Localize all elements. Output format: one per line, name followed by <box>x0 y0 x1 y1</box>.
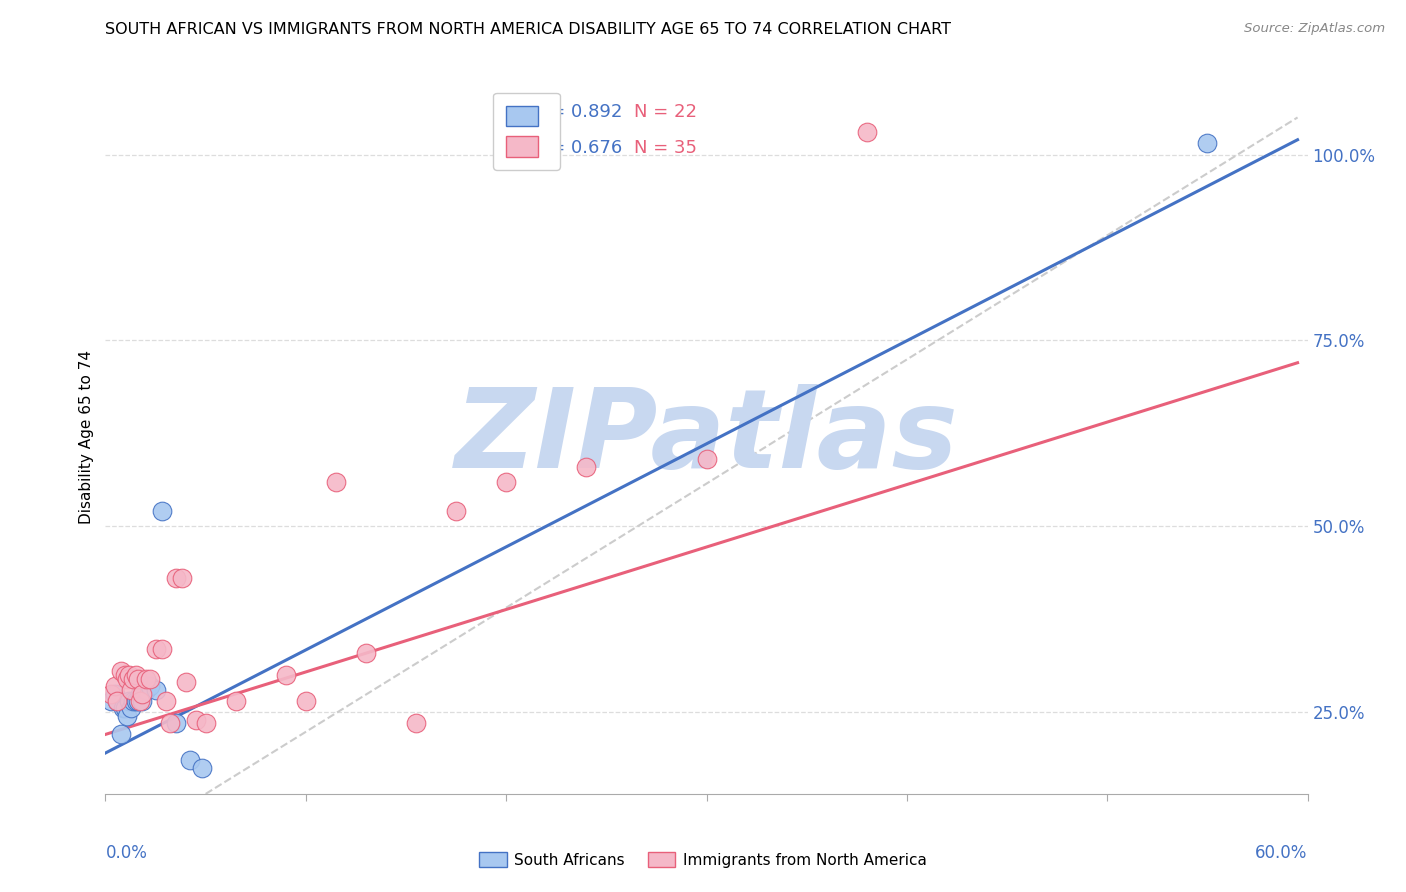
Y-axis label: Disability Age 65 to 74: Disability Age 65 to 74 <box>79 350 94 524</box>
Point <box>117 672 139 686</box>
Point <box>107 694 129 708</box>
Point <box>127 672 149 686</box>
Point <box>150 642 173 657</box>
Point <box>194 716 217 731</box>
Point <box>112 701 135 715</box>
Point <box>325 475 347 489</box>
Point <box>184 713 207 727</box>
Point <box>114 701 136 715</box>
Point <box>165 571 187 585</box>
Point <box>128 694 150 708</box>
Point <box>124 694 146 708</box>
Point <box>190 761 212 775</box>
Point <box>117 708 139 723</box>
Text: Source: ZipAtlas.com: Source: ZipAtlas.com <box>1244 22 1385 36</box>
Point <box>138 672 160 686</box>
Point <box>100 687 122 701</box>
Point <box>145 642 167 657</box>
Text: ZIPatlas: ZIPatlas <box>454 384 959 491</box>
Text: R = 0.676: R = 0.676 <box>533 139 623 157</box>
Point <box>179 753 201 767</box>
Text: SOUTH AFRICAN VS IMMIGRANTS FROM NORTH AMERICA DISABILITY AGE 65 TO 74 CORRELATI: SOUTH AFRICAN VS IMMIGRANTS FROM NORTH A… <box>105 22 952 37</box>
Point <box>110 727 132 741</box>
Point <box>110 664 132 679</box>
Point <box>855 125 877 139</box>
Point <box>121 701 143 715</box>
Point <box>118 668 141 682</box>
Text: R = 0.892: R = 0.892 <box>533 103 623 121</box>
Point <box>444 504 467 518</box>
Point <box>131 694 153 708</box>
Point <box>174 675 197 690</box>
Point <box>114 668 136 682</box>
Point <box>155 694 177 708</box>
Point <box>128 687 150 701</box>
Point <box>150 504 173 518</box>
Point <box>225 694 247 708</box>
Point <box>124 668 146 682</box>
Point <box>405 716 427 731</box>
Point <box>127 694 149 708</box>
Text: 0.0%: 0.0% <box>105 844 148 862</box>
Point <box>100 694 122 708</box>
Point <box>135 682 157 697</box>
Legend: , : , <box>494 93 560 169</box>
Point <box>495 475 517 489</box>
Point <box>165 716 187 731</box>
Point <box>104 687 127 701</box>
Point <box>696 452 718 467</box>
Point <box>122 694 145 708</box>
Point <box>575 459 598 474</box>
Legend: South Africans, Immigrants from North America: South Africans, Immigrants from North Am… <box>471 844 935 875</box>
Point <box>104 679 127 693</box>
Point <box>122 672 145 686</box>
Text: N = 35: N = 35 <box>634 139 697 157</box>
Point <box>118 694 141 708</box>
Point <box>145 682 167 697</box>
Point <box>138 679 160 693</box>
Point <box>354 646 377 660</box>
Point <box>107 694 129 708</box>
Point <box>121 682 143 697</box>
Text: N = 22: N = 22 <box>634 103 697 121</box>
Point <box>135 672 157 686</box>
Point <box>131 687 153 701</box>
Text: 60.0%: 60.0% <box>1256 844 1308 862</box>
Point <box>1197 136 1219 151</box>
Point <box>170 571 193 585</box>
Point <box>274 668 297 682</box>
Point <box>159 716 181 731</box>
Point <box>295 694 318 708</box>
